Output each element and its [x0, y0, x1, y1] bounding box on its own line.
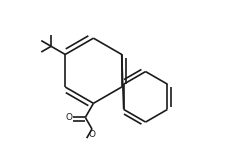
- Text: O: O: [65, 113, 72, 122]
- Text: O: O: [88, 130, 95, 139]
